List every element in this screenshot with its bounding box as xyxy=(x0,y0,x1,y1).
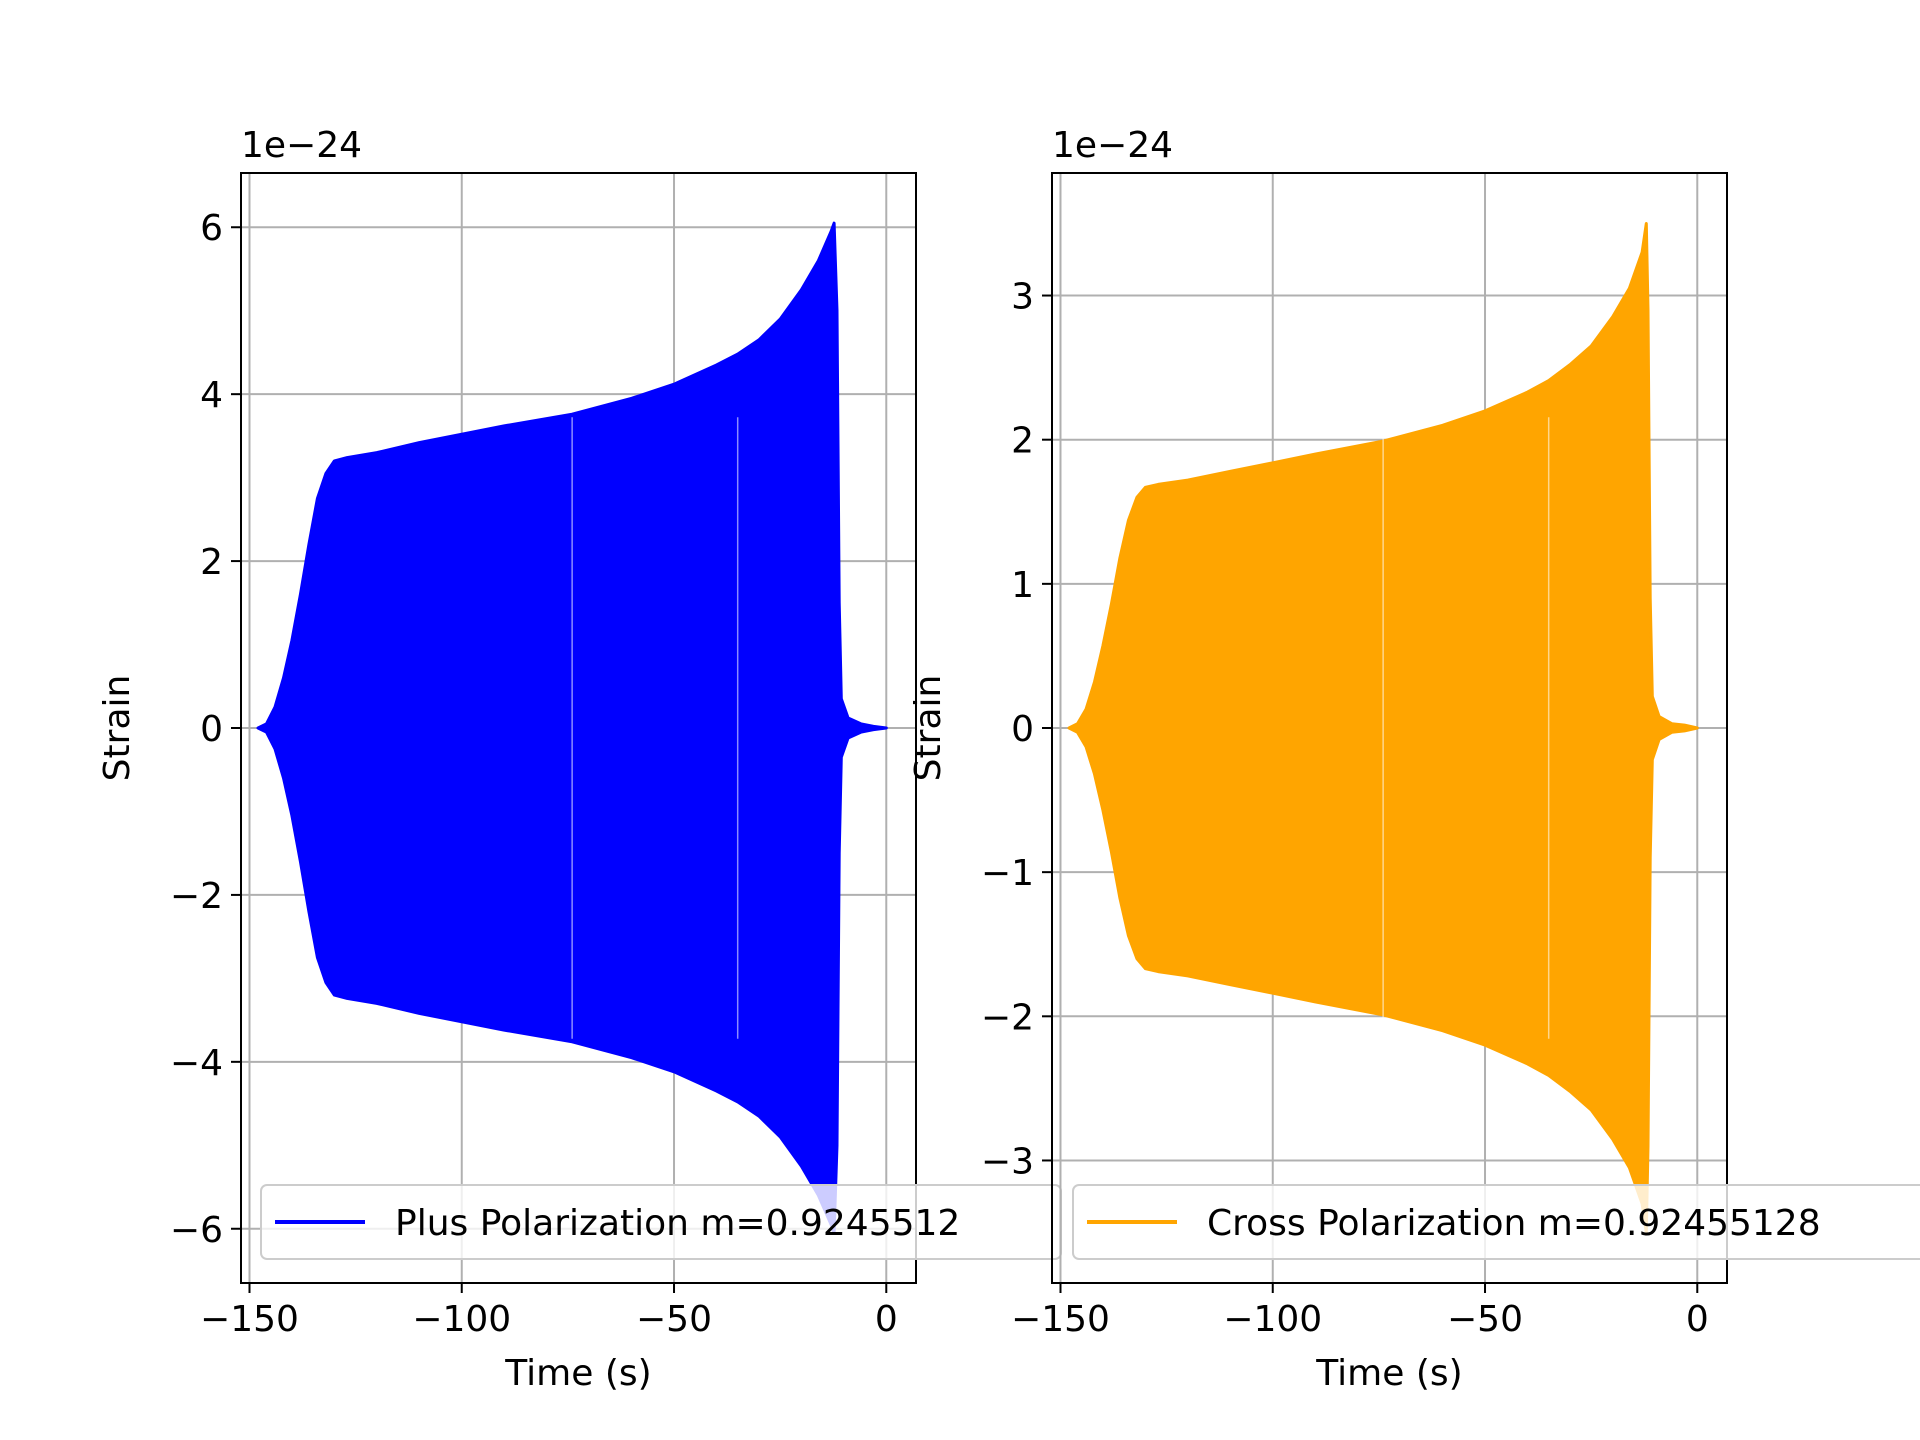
x-axis-label: Time (s) xyxy=(504,1353,651,1394)
y-tick-label: −2 xyxy=(170,876,223,917)
x-tick-label: −50 xyxy=(1447,1299,1523,1340)
y-tick-label: −3 xyxy=(981,1141,1034,1182)
legend-box xyxy=(1072,1184,1920,1260)
x-tick-label: −50 xyxy=(636,1299,712,1340)
y-axis-label: Strain xyxy=(908,675,949,782)
y-tick-label: −2 xyxy=(981,997,1034,1038)
y-tick-label: 0 xyxy=(1011,709,1034,750)
x-tick-label: 0 xyxy=(875,1299,898,1340)
y-tick-label: −4 xyxy=(170,1043,223,1084)
y-axis-label: Strain xyxy=(97,675,138,782)
y-tick-label: −6 xyxy=(170,1210,223,1251)
x-tick-label: −100 xyxy=(1223,1299,1322,1340)
y-tick-label: 0 xyxy=(200,709,223,750)
y-offset-label: 1e−24 xyxy=(1052,125,1173,166)
y-tick-label: −1 xyxy=(981,853,1034,894)
y-tick-label: 2 xyxy=(200,542,223,583)
legend-entry-label: Plus Polarization m=0.9245512 xyxy=(395,1203,960,1244)
y-offset-label: 1e−24 xyxy=(241,125,362,166)
y-tick-label: 6 xyxy=(200,208,223,249)
y-tick-label: 2 xyxy=(1011,421,1034,462)
x-tick-label: −100 xyxy=(412,1299,511,1340)
y-tick-label: 3 xyxy=(1011,277,1034,318)
plus-polarization-panel: −150 −100 −50 0 −6 −4 −2 0 2 4 6 1e−24 Time (s) Strai… xyxy=(97,125,1062,1394)
legend: Plus Polarization m=0.9245512 xyxy=(260,1184,1062,1260)
legend: Cross Polarization m=0.92455128 xyxy=(1072,1184,1920,1260)
y-tick-label: 1 xyxy=(1011,565,1034,606)
x-axis-label: Time (s) xyxy=(1315,1353,1462,1394)
legend-entry-label: Cross Polarization m=0.92455128 xyxy=(1207,1203,1821,1244)
x-tick-label: 0 xyxy=(1686,1299,1709,1340)
x-tick-label: −150 xyxy=(1011,1299,1110,1340)
cross-polarization-panel: −150 −100 −50 0 −3 −2 −1 0 1 2 3 1e−24 Time (s) Strai… xyxy=(908,125,1920,1394)
y-tick-label: 4 xyxy=(200,375,223,416)
x-tick-label: −150 xyxy=(200,1299,299,1340)
